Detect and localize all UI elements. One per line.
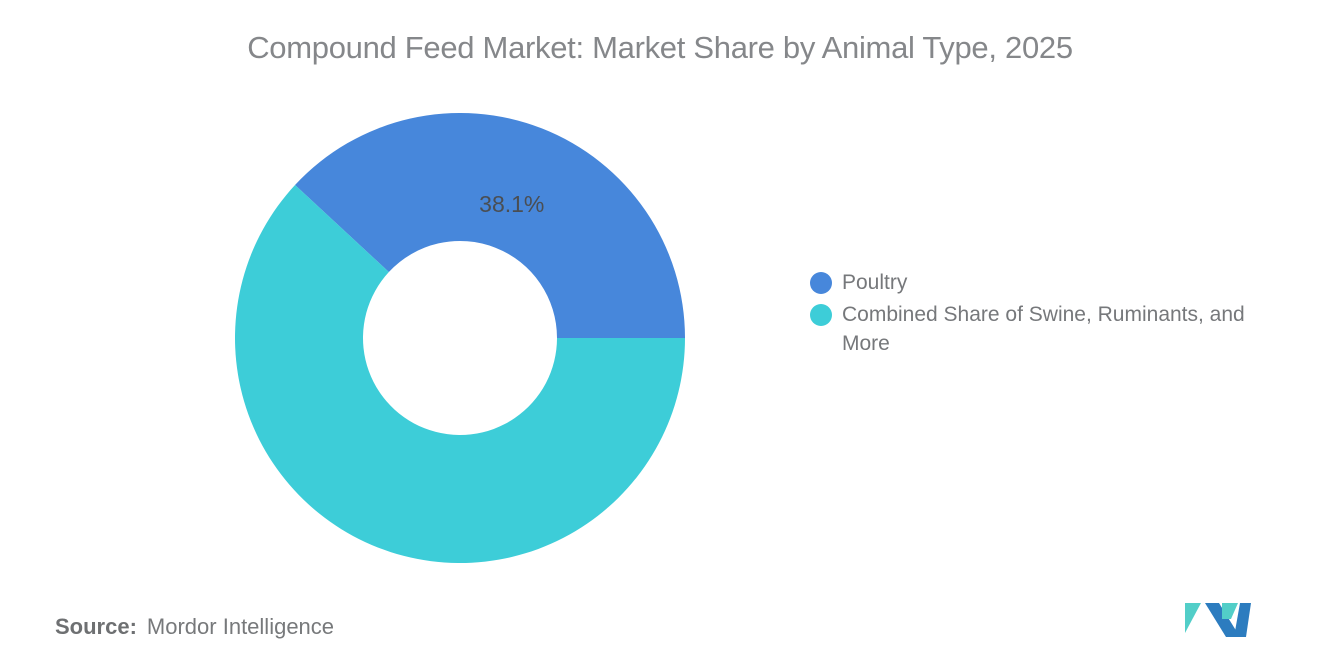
legend-item-label: Combined Share of Swine, Ruminants, and …: [842, 303, 1245, 355]
legend-item-label: Poultry: [842, 271, 908, 294]
mordor-intelligence-logo: [1185, 603, 1251, 637]
legend-swatch-icon: [810, 272, 832, 294]
donut-chart: 38.1%: [235, 113, 685, 563]
logo-shape-blue-left: [1205, 603, 1240, 637]
logo-shape-teal-left: [1185, 603, 1201, 633]
legend-item-1: Combined Share of Swine, Ruminants, and …: [810, 300, 1274, 358]
source-label: Source:: [55, 614, 137, 639]
donut-chart-area: 38.1%: [235, 113, 685, 563]
pie-slice-0: [295, 113, 685, 338]
logo-shape-blue-right: [1234, 603, 1251, 637]
logo-shape-teal-right: [1222, 603, 1238, 619]
legend-item-0: Poultry: [810, 268, 1274, 297]
chart-title: Compound Feed Market: Market Share by An…: [247, 30, 1073, 65]
source-value: Mordor Intelligence: [146, 614, 335, 639]
legend-swatch-icon: [810, 304, 832, 326]
pie-slice-1: [235, 185, 685, 563]
pie-data-label-0: 38.1%: [479, 191, 544, 217]
legend: Poultry Combined Share of Swine, Ruminant…: [810, 268, 1274, 361]
source-line: Source: Mordor Intelligence: [55, 614, 334, 640]
